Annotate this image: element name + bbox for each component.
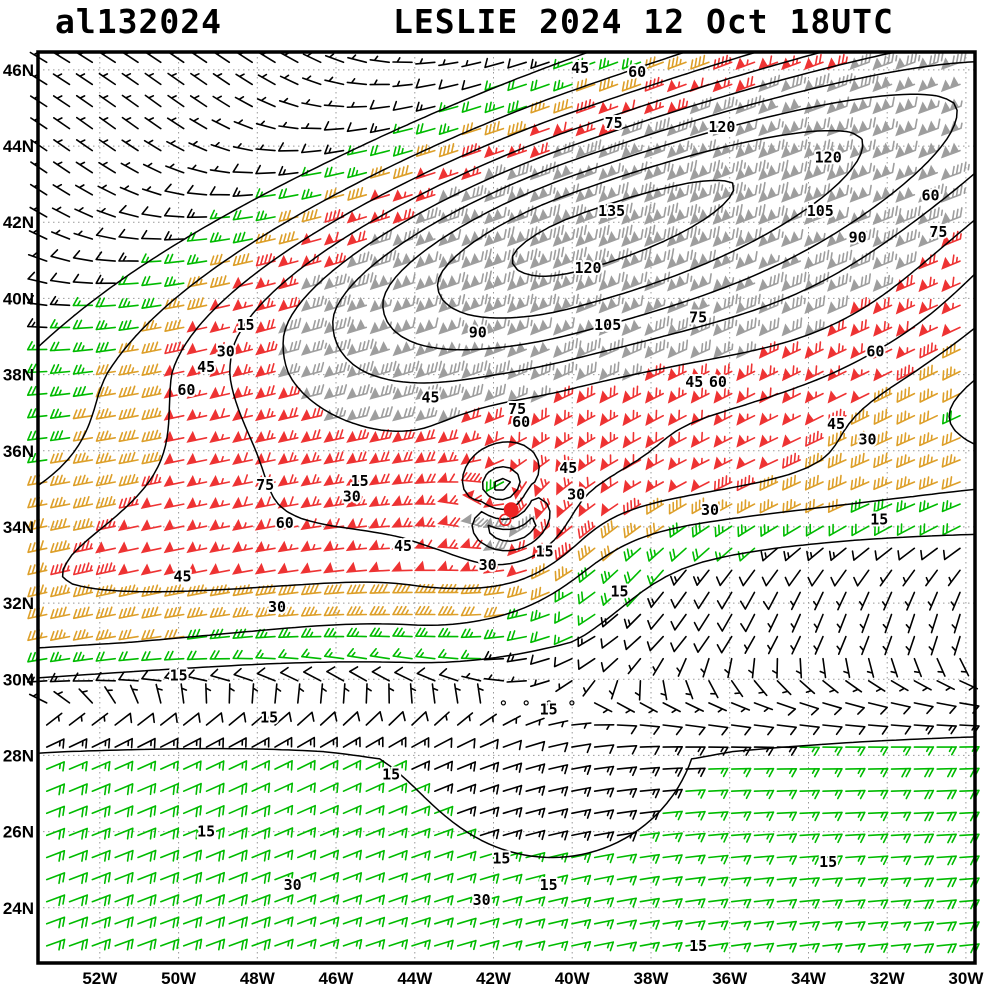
isotach-label: 15 bbox=[870, 510, 888, 528]
lon-axis-label: 50W bbox=[161, 969, 197, 988]
isotach-label: 60 bbox=[512, 413, 530, 431]
isotach-label: 120 bbox=[708, 118, 735, 136]
isotach-label: 45 bbox=[571, 59, 589, 77]
lat-axis-label: 26N bbox=[3, 823, 34, 842]
isotach-label: 30 bbox=[473, 891, 491, 909]
isotach-label: 30 bbox=[268, 598, 286, 616]
isotach-label: 135 bbox=[598, 202, 625, 220]
storm-center-dot bbox=[503, 502, 519, 518]
isotach-label: 75 bbox=[605, 114, 623, 132]
isotach-label: 15 bbox=[689, 937, 707, 955]
isotach-label: 45 bbox=[685, 373, 703, 391]
isotach-label: 105 bbox=[807, 202, 834, 220]
isotach-label: 15 bbox=[170, 667, 188, 685]
isotach-label: 30 bbox=[479, 556, 497, 574]
lat-axis-labels: 24N 26N 28N 30N 32N 34N 36N 38N 40N 42N 44N 46N bbox=[3, 61, 34, 918]
isotach-label: 30 bbox=[217, 343, 235, 361]
isotach-label: 15 bbox=[236, 316, 254, 334]
wind-barbs-layer bbox=[26, 50, 980, 954]
lon-axis-label: 42W bbox=[476, 969, 512, 988]
isotach-label: 15 bbox=[540, 701, 558, 719]
lon-axis-label: 52W bbox=[82, 969, 118, 988]
lon-axis-label: 48W bbox=[240, 969, 276, 988]
isotach-label: 30 bbox=[858, 430, 876, 448]
lon-axis-label: 36W bbox=[712, 969, 748, 988]
lat-axis-label: 30N bbox=[3, 670, 34, 689]
lon-axis-label: 30W bbox=[948, 969, 984, 988]
isotach-label: 90 bbox=[469, 324, 487, 342]
lat-axis-label: 36N bbox=[3, 442, 34, 461]
lon-axis-label: 44W bbox=[397, 969, 433, 988]
page-title: LESLIE 2024 12 Oct 18UTC bbox=[393, 2, 894, 41]
isotach-label: 15 bbox=[819, 853, 837, 871]
map-border bbox=[36, 50, 977, 965]
lon-axis-label: 40W bbox=[555, 969, 591, 988]
lat-axis-label: 34N bbox=[3, 518, 34, 537]
isotach-label: 15 bbox=[540, 876, 558, 894]
isotach-label: 90 bbox=[849, 229, 867, 247]
lon-axis-label: 34W bbox=[791, 969, 827, 988]
isotach-label: 60 bbox=[866, 343, 884, 361]
isotach-label: 15 bbox=[382, 766, 400, 784]
lat-axis-label: 44N bbox=[3, 137, 34, 156]
isotach-label: 45 bbox=[421, 388, 439, 406]
isotach-label: 30 bbox=[701, 501, 719, 519]
isotach-label: 30 bbox=[284, 876, 302, 894]
isotach-label: 60 bbox=[921, 187, 939, 205]
isotach-label: 60 bbox=[276, 514, 294, 532]
isotach-label: 75 bbox=[256, 476, 274, 494]
isotach-label: 45 bbox=[173, 567, 191, 585]
contour-labels-layer: 1530456075604545301515151530301515151515… bbox=[168, 57, 950, 957]
storm-center-marker bbox=[498, 502, 519, 527]
lat-axis-label: 42N bbox=[3, 213, 34, 232]
isotach-label: 45 bbox=[827, 415, 845, 433]
isotach-label: 15 bbox=[610, 583, 628, 601]
lon-axis-label: 32W bbox=[870, 969, 906, 988]
isotach-label: 75 bbox=[929, 223, 947, 241]
lon-axis-label: 46W bbox=[319, 969, 355, 988]
isotach-label: 45 bbox=[197, 358, 215, 376]
lat-axis-label: 40N bbox=[3, 289, 34, 308]
lat-axis-label: 24N bbox=[3, 899, 34, 918]
isotach-label: 60 bbox=[177, 381, 195, 399]
lon-axis-label: 38W bbox=[634, 969, 670, 988]
isotach-label: 30 bbox=[567, 486, 585, 504]
lat-axis-label: 32N bbox=[3, 594, 34, 613]
lat-axis-label: 38N bbox=[3, 366, 34, 385]
isotach-label: 75 bbox=[689, 309, 707, 327]
lon-axis-labels: 52W 50W 48W 46W 44W 42W 40W 38W 36W 34W 32W 30W bbox=[82, 969, 984, 988]
isotach-label: 15 bbox=[492, 849, 510, 867]
isotach-label: 15 bbox=[197, 823, 215, 841]
lat-axis-label: 28N bbox=[3, 746, 34, 765]
isotach-label: 75 bbox=[508, 400, 526, 418]
isotach-label: 45 bbox=[394, 537, 412, 555]
isotach-contours-layer bbox=[37, 51, 976, 859]
lat-axis-label: 46N bbox=[3, 61, 34, 80]
isotach-label: 15 bbox=[351, 472, 369, 490]
isotach-label: 15 bbox=[536, 543, 554, 561]
isotach-label: 120 bbox=[815, 149, 842, 167]
isotach-label: 15 bbox=[260, 708, 278, 726]
isotach-label: 45 bbox=[559, 459, 577, 477]
isotach-label: 60 bbox=[709, 373, 727, 391]
storm-id-title: al132024 bbox=[55, 2, 222, 41]
isotach-label: 60 bbox=[628, 63, 646, 81]
isotach-label: 30 bbox=[343, 488, 361, 506]
isotach-label: 120 bbox=[574, 259, 601, 277]
isotach-label: 105 bbox=[594, 316, 621, 334]
